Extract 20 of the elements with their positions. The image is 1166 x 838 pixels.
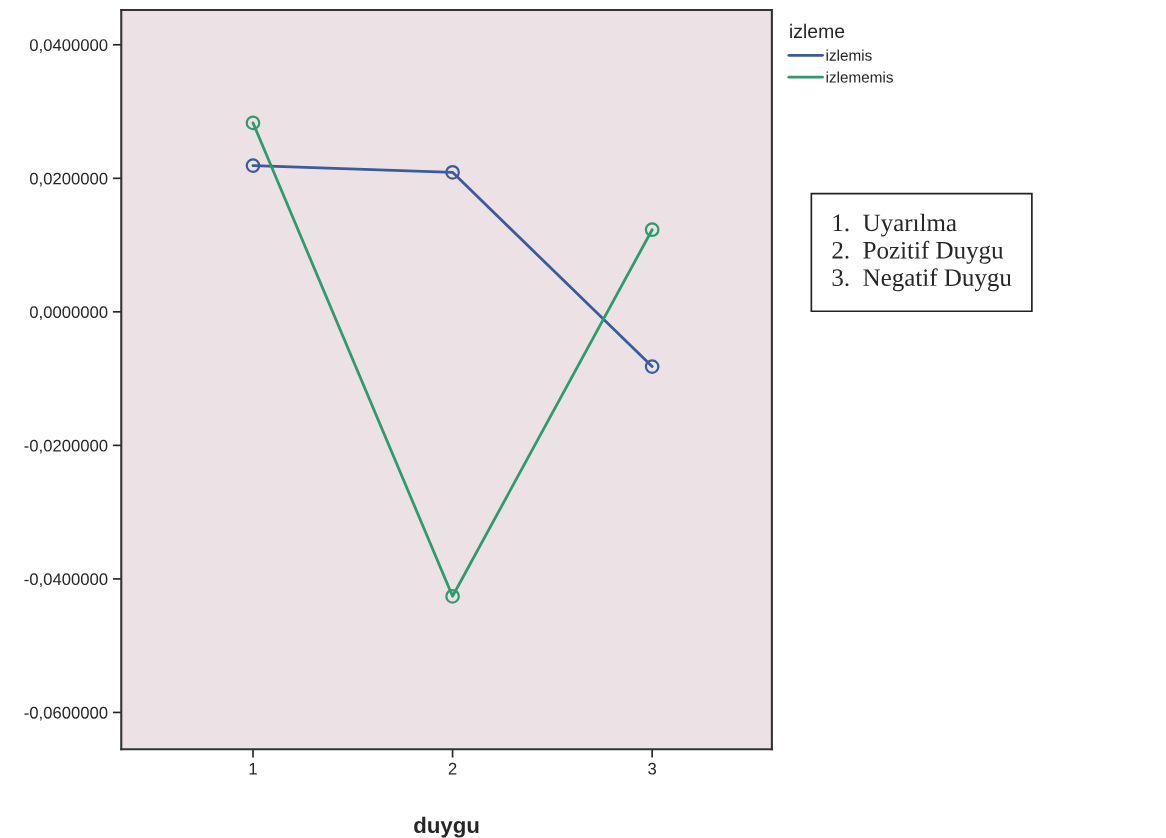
y-tick-label: -0,0200000 bbox=[24, 439, 108, 454]
x-tick-label: 2 bbox=[448, 762, 457, 775]
y-tick-label: -0,0400000 bbox=[24, 573, 108, 588]
y-tick-label: 0,0200000 bbox=[29, 172, 108, 187]
point bbox=[644, 222, 660, 238]
point bbox=[644, 359, 660, 374]
legend-label: izlememis bbox=[826, 71, 893, 83]
x-tick-label: 3 bbox=[648, 762, 657, 775]
point bbox=[245, 158, 261, 173]
point bbox=[445, 164, 460, 180]
text: 1. Uyarılma 2. Pozitif Duygu 3. Negatif Duygu bbox=[832, 213, 1012, 292]
y-tick-label: -0,0600000 bbox=[24, 706, 108, 721]
legend-title: izleme bbox=[790, 23, 845, 39]
legend-label: izlemis bbox=[826, 49, 872, 61]
point bbox=[245, 115, 261, 131]
y-tick-label: 0,0400000 bbox=[29, 39, 108, 53]
y-tick-label: 0,0000000 bbox=[29, 306, 108, 321]
x-axis-title: duygu bbox=[414, 816, 479, 838]
point bbox=[445, 588, 460, 604]
x-tick-label: 1 bbox=[249, 762, 257, 775]
